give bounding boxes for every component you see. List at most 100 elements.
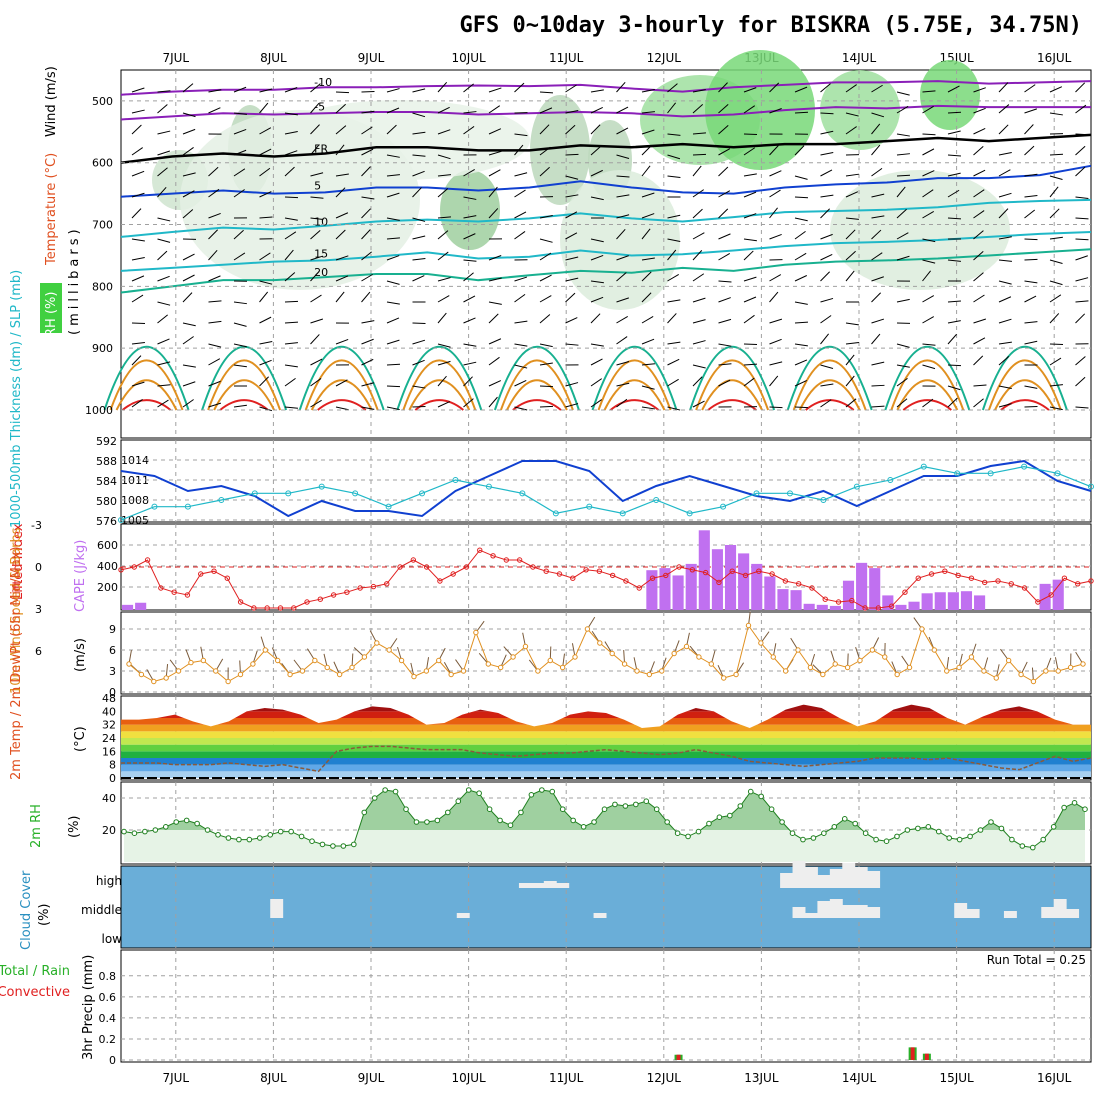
- wind-barb: [412, 385, 426, 389]
- wind-barb: [335, 291, 345, 303]
- cloud-cover-panel: high middle low Cloud Cover (%): [19, 861, 1092, 950]
- series-SLP: [120, 466, 1092, 521]
- slp-marker: [452, 477, 459, 483]
- wind-barb: [769, 207, 778, 219]
- slp-marker: [552, 510, 559, 517]
- cloud-high-bar: [867, 871, 881, 888]
- rh2m-marker: [382, 787, 388, 793]
- wind-barb: [947, 259, 961, 262]
- wind10m-marker: [844, 664, 851, 671]
- wind-barb: [973, 355, 984, 366]
- wind10m-marker: [770, 654, 776, 660]
- wind10m-marker: [398, 657, 405, 664]
- li-tick: 0: [35, 561, 42, 574]
- cape-bar: [135, 602, 147, 610]
- wind-barb: [284, 87, 298, 93]
- slp-marker: [853, 483, 860, 490]
- wind-barb: [539, 215, 553, 219]
- cape-bar: [659, 568, 671, 610]
- wind-barb: [845, 229, 856, 240]
- rh2m-marker: [925, 824, 932, 830]
- wind-barb: [437, 216, 451, 219]
- wind-barb: [922, 189, 934, 198]
- wind-barb: [896, 298, 910, 303]
- wind-barb: [692, 165, 702, 177]
- wind10m-marker: [299, 668, 306, 674]
- wind-barb: [488, 169, 501, 177]
- wind-barb: [896, 208, 907, 219]
- precip-tick: 0: [109, 1054, 116, 1067]
- wind-barb: [437, 82, 448, 93]
- wind-barb: [692, 153, 707, 156]
- li-marker: [689, 567, 696, 573]
- wind-barb: [641, 129, 655, 135]
- wind-barb: [463, 259, 477, 262]
- wind-barb: [539, 146, 551, 156]
- cape-bar: [895, 604, 907, 610]
- wind-barb: [182, 399, 194, 408]
- cloud-middle-bar: [1041, 907, 1055, 918]
- wind10m-marker: [559, 664, 566, 671]
- date-label-bottom: 16JUL: [1037, 1071, 1072, 1085]
- isotherm--5: [120, 104, 1091, 121]
- wind-barb: [131, 355, 142, 366]
- wind-barb: [794, 380, 807, 387]
- wind-barb: [896, 364, 910, 368]
- wind-barb: [998, 296, 1012, 303]
- rh2m-marker: [121, 828, 127, 835]
- rh2m-marker: [236, 836, 242, 843]
- cloud-cover-unit: (%): [37, 904, 52, 927]
- rh2m-marker: [204, 827, 211, 833]
- rh2m-marker: [173, 819, 180, 825]
- wind-barb: [361, 406, 375, 410]
- rh2m-marker: [758, 793, 764, 800]
- precip-plot: 0.8 0.6 0.4 0.2 0: [99, 950, 1091, 1067]
- wind-barb: [1049, 175, 1063, 181]
- wind-barb: [259, 291, 269, 303]
- li-marker: [716, 579, 722, 586]
- li-marker: [423, 564, 430, 570]
- rh2m-marker: [601, 806, 608, 813]
- slp-marker: [218, 497, 225, 503]
- rh2m-marker: [852, 820, 858, 827]
- li-marker: [490, 553, 496, 559]
- isotherm-label: 20: [314, 266, 328, 279]
- li-marker: [609, 572, 616, 579]
- wind-barb: [1049, 86, 1063, 93]
- wind-barb: [514, 293, 526, 303]
- wind-barb: [616, 316, 628, 324]
- wind-barb: [565, 124, 576, 135]
- rh2m-marker: [821, 830, 827, 837]
- li-marker: [623, 578, 629, 584]
- wind-barb: [769, 145, 779, 156]
- wind-barb: [922, 170, 935, 177]
- rh2m-marker: [518, 809, 524, 816]
- wind-barb: [361, 382, 375, 387]
- wind-barb: [922, 270, 931, 282]
- wind-barb: [896, 343, 910, 348]
- li-marker: [450, 571, 456, 577]
- li-marker: [888, 603, 895, 609]
- rh2m-marker: [142, 828, 148, 835]
- upper-air-wind-barbs: [131, 81, 1089, 412]
- wind-barb: [463, 126, 475, 135]
- wind-barb: [998, 403, 1012, 408]
- wind-barb: [896, 398, 908, 408]
- wind-barb: [947, 364, 962, 367]
- wind-barb: [310, 124, 320, 135]
- rh2m-marker: [737, 803, 744, 809]
- wind-barb: [973, 127, 986, 135]
- li-marker: [291, 605, 297, 611]
- wind-barb: [616, 272, 627, 282]
- wind-barb: [692, 232, 705, 240]
- cloud-middle-bar: [867, 907, 881, 918]
- wind-barb: [412, 217, 426, 222]
- wind-barb: [820, 333, 830, 345]
- wind-barb: [386, 363, 401, 366]
- rh2m-label: 2m RH: [29, 804, 44, 848]
- wind-barb: [488, 396, 498, 408]
- wind-barb: [335, 103, 346, 114]
- wind-barb: [514, 276, 528, 282]
- top-date-axis: 7JUL8JUL9JUL10JUL11JUL12JUL13JUL14JUL15J…: [162, 51, 1071, 65]
